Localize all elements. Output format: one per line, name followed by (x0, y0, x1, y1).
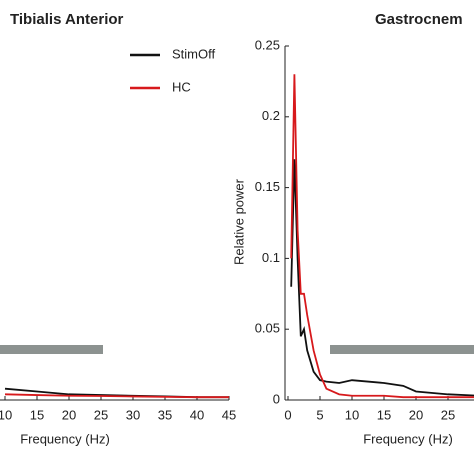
y-tick-label: 0.25 (255, 37, 280, 52)
chart-title: Gastrocnem (375, 11, 463, 28)
gray-bar (330, 345, 474, 354)
y-tick-label: 0 (273, 391, 280, 406)
x-tick-label: 15 (30, 407, 44, 422)
line-series (290, 159, 474, 397)
legend-label: HC (172, 79, 191, 94)
x-tick-label: 20 (62, 407, 76, 422)
gray-bar (0, 345, 103, 354)
y-tick-label: 0.2 (262, 108, 280, 123)
x-tick-label: 35 (158, 407, 172, 422)
x-tick-label: 10 (345, 407, 359, 422)
x-axis-label: Frequency (Hz) (363, 431, 453, 446)
x-tick-label: 15 (377, 407, 391, 422)
x-tick-label: 0 (284, 407, 291, 422)
x-tick-label: 45 (222, 407, 236, 422)
line-series (290, 74, 474, 399)
x-tick-label: 25 (441, 407, 455, 422)
y-tick-label: 0.05 (255, 321, 280, 336)
y-tick-label: 0.15 (255, 179, 280, 194)
x-tick-label: 40 (190, 407, 204, 422)
chart-title: Tibialis Anterior (10, 11, 124, 28)
line-series (4, 393, 229, 399)
x-tick-label: 30 (126, 407, 140, 422)
legend-label: StimOff (172, 46, 215, 61)
y-axis-label: Relative power (231, 178, 246, 265)
y-tick-label: 0.1 (262, 250, 280, 265)
x-tick-label: 10 (0, 407, 12, 422)
x-axis-label: Frequency (Hz) (20, 431, 110, 446)
x-tick-label: 5 (316, 407, 323, 422)
x-tick-label: 25 (94, 407, 108, 422)
x-tick-label: 20 (409, 407, 423, 422)
